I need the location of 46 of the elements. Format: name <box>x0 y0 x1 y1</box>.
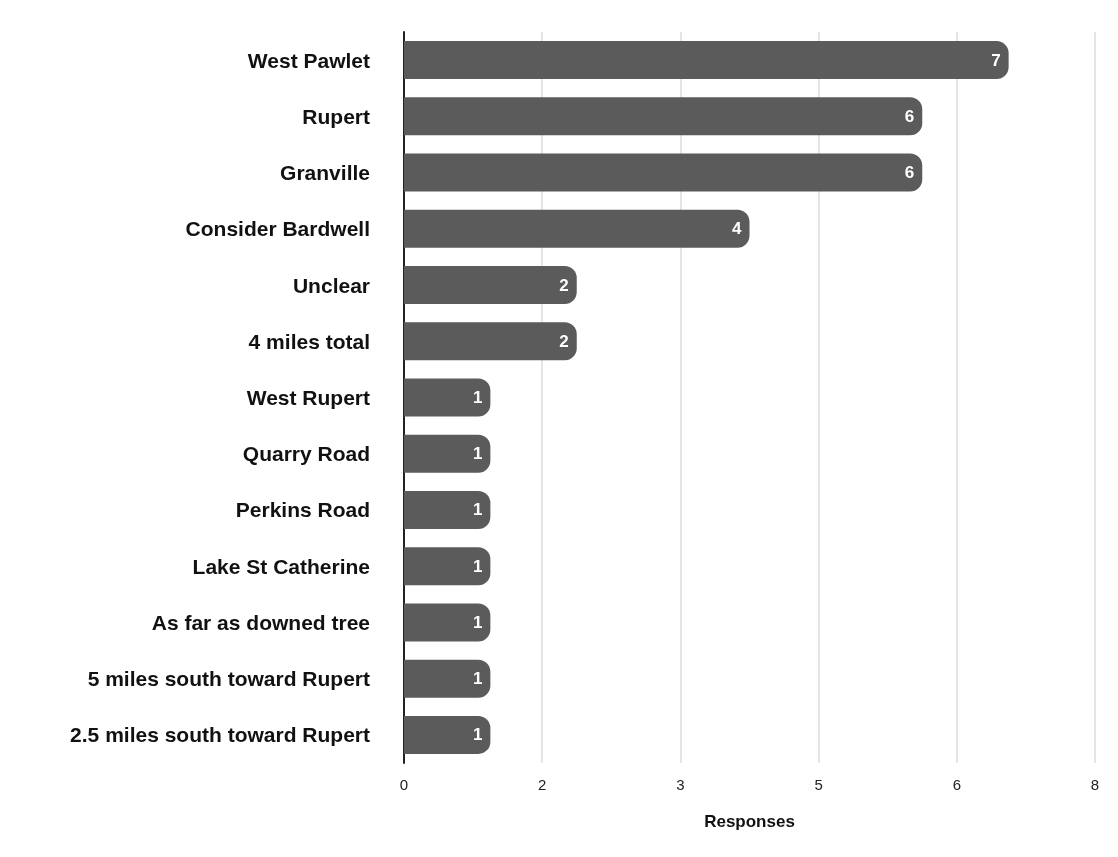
y-tick-label: Perkins Road <box>235 498 370 522</box>
y-tick-label: 4 miles total <box>248 329 370 353</box>
y-tick-label: Lake St Catherine <box>192 554 370 578</box>
data-label: 1 <box>472 725 483 745</box>
y-tick-label: As far as downed tree <box>151 610 370 634</box>
y-tick-label: West Pawlet <box>247 48 371 72</box>
y-tick-label: Consider Bardwell <box>185 217 370 241</box>
y-tick-label: 2.5 miles south toward Rupert <box>70 723 370 747</box>
data-label: 1 <box>472 669 483 689</box>
bar <box>404 378 491 417</box>
data-label: 2 <box>559 275 569 295</box>
y-tick-label: Granville <box>280 161 370 185</box>
data-label: 1 <box>472 388 483 407</box>
x-tick-label: 0 <box>399 776 409 793</box>
x-tick-label: 6 <box>952 776 961 793</box>
data-label: 1 <box>472 444 483 464</box>
x-axis-title: Responses <box>704 812 795 831</box>
bar <box>404 490 491 529</box>
y-tick-label: West Rupert <box>246 386 370 409</box>
bar <box>404 97 923 136</box>
x-tick-label: 8 <box>1090 776 1100 793</box>
y-tick-label: Rupert <box>302 104 370 128</box>
data-label: 1 <box>472 556 483 576</box>
data-label: 6 <box>904 106 915 126</box>
bar <box>404 547 491 586</box>
data-label: 1 <box>472 500 483 520</box>
data-label: 2 <box>559 331 569 351</box>
data-label: 7 <box>991 50 1001 70</box>
bar <box>404 603 491 642</box>
y-tick-label: 5 miles south toward Rupert <box>87 667 370 691</box>
data-label: 6 <box>904 163 915 183</box>
bar <box>404 266 577 305</box>
bar <box>404 209 750 248</box>
data-label: 4 <box>732 219 743 239</box>
y-tick-label: Unclear <box>292 273 370 297</box>
x-tick-label: 2 <box>538 776 547 793</box>
bar <box>404 659 491 698</box>
bar <box>404 322 577 361</box>
x-tick-label: 3 <box>676 776 685 793</box>
bar <box>404 715 491 754</box>
bar <box>404 434 491 473</box>
x-tick-label: 5 <box>814 776 823 793</box>
data-label: 1 <box>472 612 483 632</box>
bar <box>404 41 1009 80</box>
y-tick-label: Quarry Road <box>242 442 370 466</box>
bar <box>404 153 923 192</box>
